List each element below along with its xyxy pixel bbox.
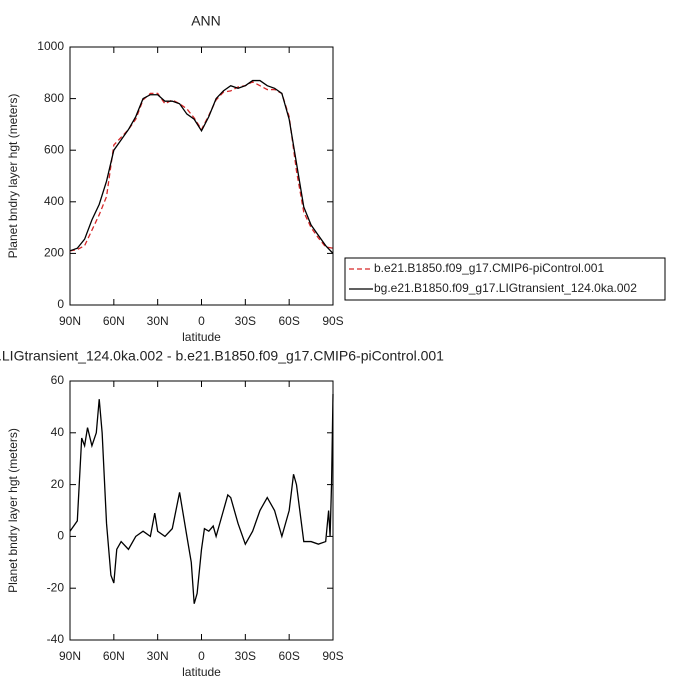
y-axis-label: Planet bndry layer hgt (meters): [6, 94, 20, 259]
chart-title: ANN: [191, 13, 221, 29]
x-tick-label: 90N: [59, 649, 81, 663]
chart-title: .LIGtransient_124.0ka.002 - b.e21.B1850.…: [0, 348, 444, 364]
y-tick-label: 1000: [37, 39, 64, 53]
x-tick-label: 0: [198, 314, 205, 328]
x-tick-label: 30N: [147, 649, 169, 663]
x-tick-label: 60N: [103, 649, 125, 663]
y-tick-label: 20: [51, 477, 65, 491]
x-tick-label: 90N: [59, 314, 81, 328]
y-tick-label: -40: [47, 632, 65, 646]
data-line: [69, 393, 334, 604]
x-tick-label: 30S: [235, 649, 256, 663]
x-axis-label: latitude: [182, 665, 221, 679]
y-tick-label: 600: [44, 142, 64, 156]
y-tick-label: 0: [57, 529, 64, 543]
y-tick-label: -20: [47, 580, 65, 594]
y-tick-label: 60: [51, 373, 65, 387]
y-tick-label: 200: [44, 246, 64, 260]
data-line: [69, 79, 334, 254]
x-tick-label: 30N: [147, 314, 169, 328]
x-tick-label: 60S: [278, 649, 299, 663]
y-tick-label: 40: [51, 425, 65, 439]
x-tick-label: 0: [198, 649, 205, 663]
x-tick-label: 60N: [103, 314, 125, 328]
legend-box: [344, 257, 666, 301]
y-tick-label: 0: [57, 297, 64, 311]
x-tick-label: 30S: [235, 314, 256, 328]
x-tick-label: 60S: [278, 314, 299, 328]
x-axis-label: latitude: [182, 330, 221, 344]
x-tick-label: 90S: [322, 314, 343, 328]
legend-label: b.e21.B1850.f09_g17.CMIP6-piControl.001: [374, 261, 604, 275]
y-tick-label: 800: [44, 91, 64, 105]
x-tick-label: 90S: [322, 649, 343, 663]
legend-label: bg.e21.B1850.f09_g17.LIGtransient_124.0k…: [374, 281, 637, 295]
y-tick-label: 400: [44, 194, 64, 208]
y-axis-label: Planet bndry layer hgt (meters): [6, 428, 20, 593]
plot-frame: [69, 380, 334, 641]
